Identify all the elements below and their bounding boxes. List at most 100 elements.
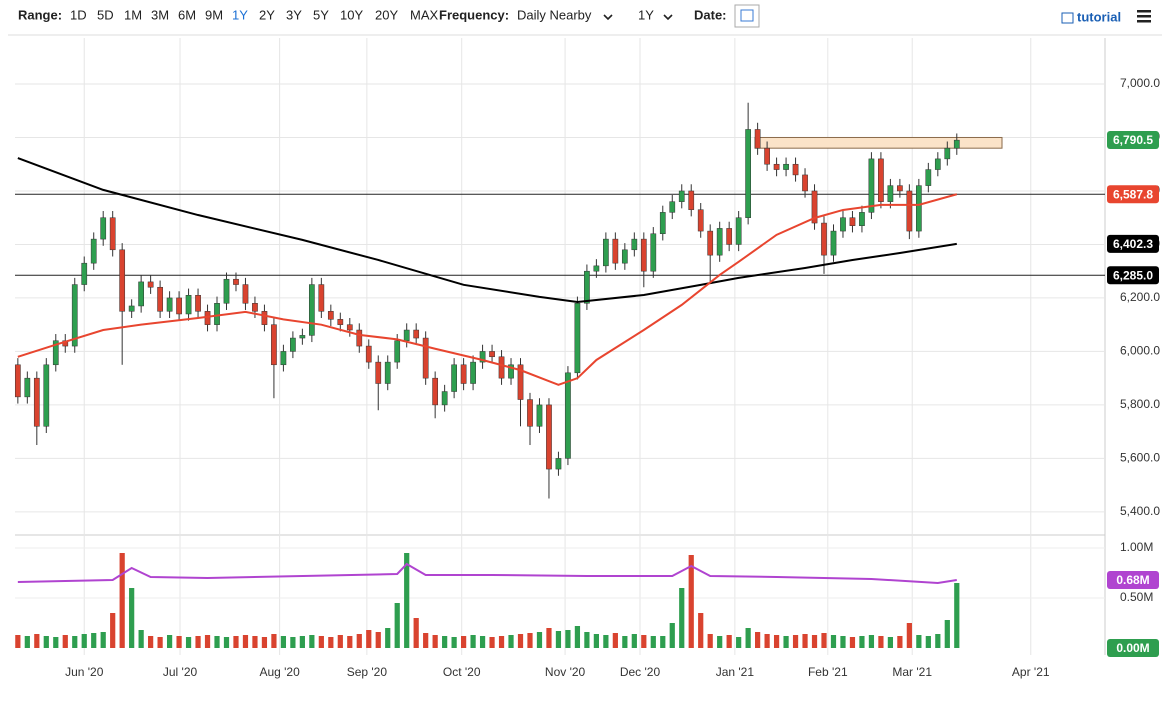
range-button[interactable]: 2Y: [259, 7, 275, 22]
candle-body: [527, 399, 533, 427]
candle-body: [384, 361, 391, 384]
price-tag: [1107, 571, 1159, 589]
range-button[interactable]: 3Y: [286, 7, 302, 22]
volume-bar: [15, 635, 21, 648]
x-tick-label: Sep '20: [347, 665, 388, 679]
candle-body: [14, 364, 21, 398]
volume-bar: [489, 637, 495, 648]
candle-body: [327, 311, 334, 320]
volume-bar: [261, 637, 268, 648]
volume-bar: [110, 613, 116, 648]
menu-icon[interactable]: [1137, 10, 1151, 23]
candle-body: [887, 185, 894, 202]
candle-body: [697, 209, 704, 232]
candle-body: [470, 361, 476, 384]
y-tick-label: 7,000.0: [1120, 76, 1160, 90]
range-button[interactable]: 5D: [97, 7, 114, 22]
candle-body: [290, 337, 296, 352]
range-button[interactable]: MAX: [410, 7, 439, 22]
volume-bar: [404, 553, 410, 648]
range-button[interactable]: 10Y: [340, 7, 363, 22]
y-tick-label: 5,400.0: [1120, 504, 1160, 518]
volume-bar: [394, 603, 400, 648]
range-button[interactable]: 6M: [178, 7, 196, 22]
volume-bar: [527, 633, 533, 648]
candle-body: [640, 238, 647, 272]
candle-body: [811, 190, 818, 224]
candle-body: [432, 377, 439, 406]
volume-bar: [129, 588, 135, 648]
x-tick-label: Mar '21: [892, 665, 932, 679]
candle-body: [925, 169, 932, 186]
range-button[interactable]: 9M: [205, 7, 223, 22]
date-label: Date:: [694, 7, 727, 22]
volume-bar: [821, 633, 827, 648]
candle-body: [109, 217, 116, 251]
dropdown-arrow: [603, 14, 613, 21]
candle-body: [915, 185, 922, 232]
volume-bar: [119, 553, 125, 648]
candle-body: [659, 212, 666, 235]
range-button[interactable]: 3M: [151, 7, 169, 22]
y-tick-label: 6,200.0: [1120, 290, 1160, 304]
volume-bar: [100, 632, 106, 648]
candle-body: [934, 158, 941, 170]
volume-bar: [555, 631, 562, 648]
period-select[interactable]: 1Y: [638, 7, 654, 22]
range-button[interactable]: 1D: [70, 7, 87, 22]
range-button[interactable]: 5Y: [313, 7, 329, 22]
moving-average: [17, 193, 958, 386]
candle-body: [346, 324, 353, 331]
candle-body: [849, 217, 856, 226]
candle-body: [119, 249, 126, 312]
volume-bar: [840, 636, 846, 648]
volume-bar: [641, 635, 647, 648]
candle-body: [745, 129, 751, 218]
candle-body: [271, 324, 277, 366]
volume-tick-label: 0.50M: [1120, 590, 1153, 604]
volume-bar: [517, 634, 524, 648]
volume-bar: [906, 623, 912, 648]
candle-body: [944, 147, 951, 160]
candle-body: [650, 233, 657, 272]
volume-bar: [204, 635, 211, 648]
volume-bar: [43, 636, 49, 648]
candle-body: [726, 228, 733, 245]
candle-body: [394, 340, 401, 363]
candle-body: [90, 238, 97, 264]
candle-body: [859, 212, 865, 226]
x-tick-label: Dec '20: [620, 665, 661, 679]
volume-bar: [887, 637, 894, 648]
candle-body: [716, 228, 723, 256]
volume-bar: [252, 636, 258, 648]
volume-bar: [309, 635, 315, 648]
volume-bar: [707, 634, 713, 648]
volume-bar: [878, 636, 884, 648]
candle-body: [261, 311, 268, 325]
range-button[interactable]: 1M: [124, 7, 142, 22]
price-tag-label: 6,587.8: [1113, 187, 1153, 201]
date-button[interactable]: [734, 4, 760, 28]
y-tick-label: 5,600.0: [1120, 451, 1160, 465]
volume-bar: [631, 634, 637, 648]
volume-bar: [745, 628, 751, 648]
volume-bar: [811, 635, 818, 648]
volume-bar: [318, 636, 324, 648]
frequency-select[interactable]: Daily Nearby: [517, 7, 592, 22]
volume-bar: [328, 637, 334, 648]
candle-body: [754, 129, 761, 149]
candle-body: [413, 329, 420, 339]
price-tag-label: 6,402.3: [1113, 237, 1153, 251]
price-tag-label: 0.68M: [1116, 573, 1149, 587]
range-button[interactable]: 20Y: [375, 7, 398, 22]
range-button[interactable]: 1Y: [232, 7, 248, 22]
candle-body: [375, 361, 382, 384]
plot: [15, 38, 1105, 655]
candle-body: [669, 201, 676, 213]
tutorial-link[interactable]: tutorial: [1077, 9, 1121, 24]
toolbar: [0, 0, 1162, 32]
volume-bar: [897, 636, 903, 648]
candle-body: [214, 303, 220, 325]
candle-body: [299, 335, 306, 339]
